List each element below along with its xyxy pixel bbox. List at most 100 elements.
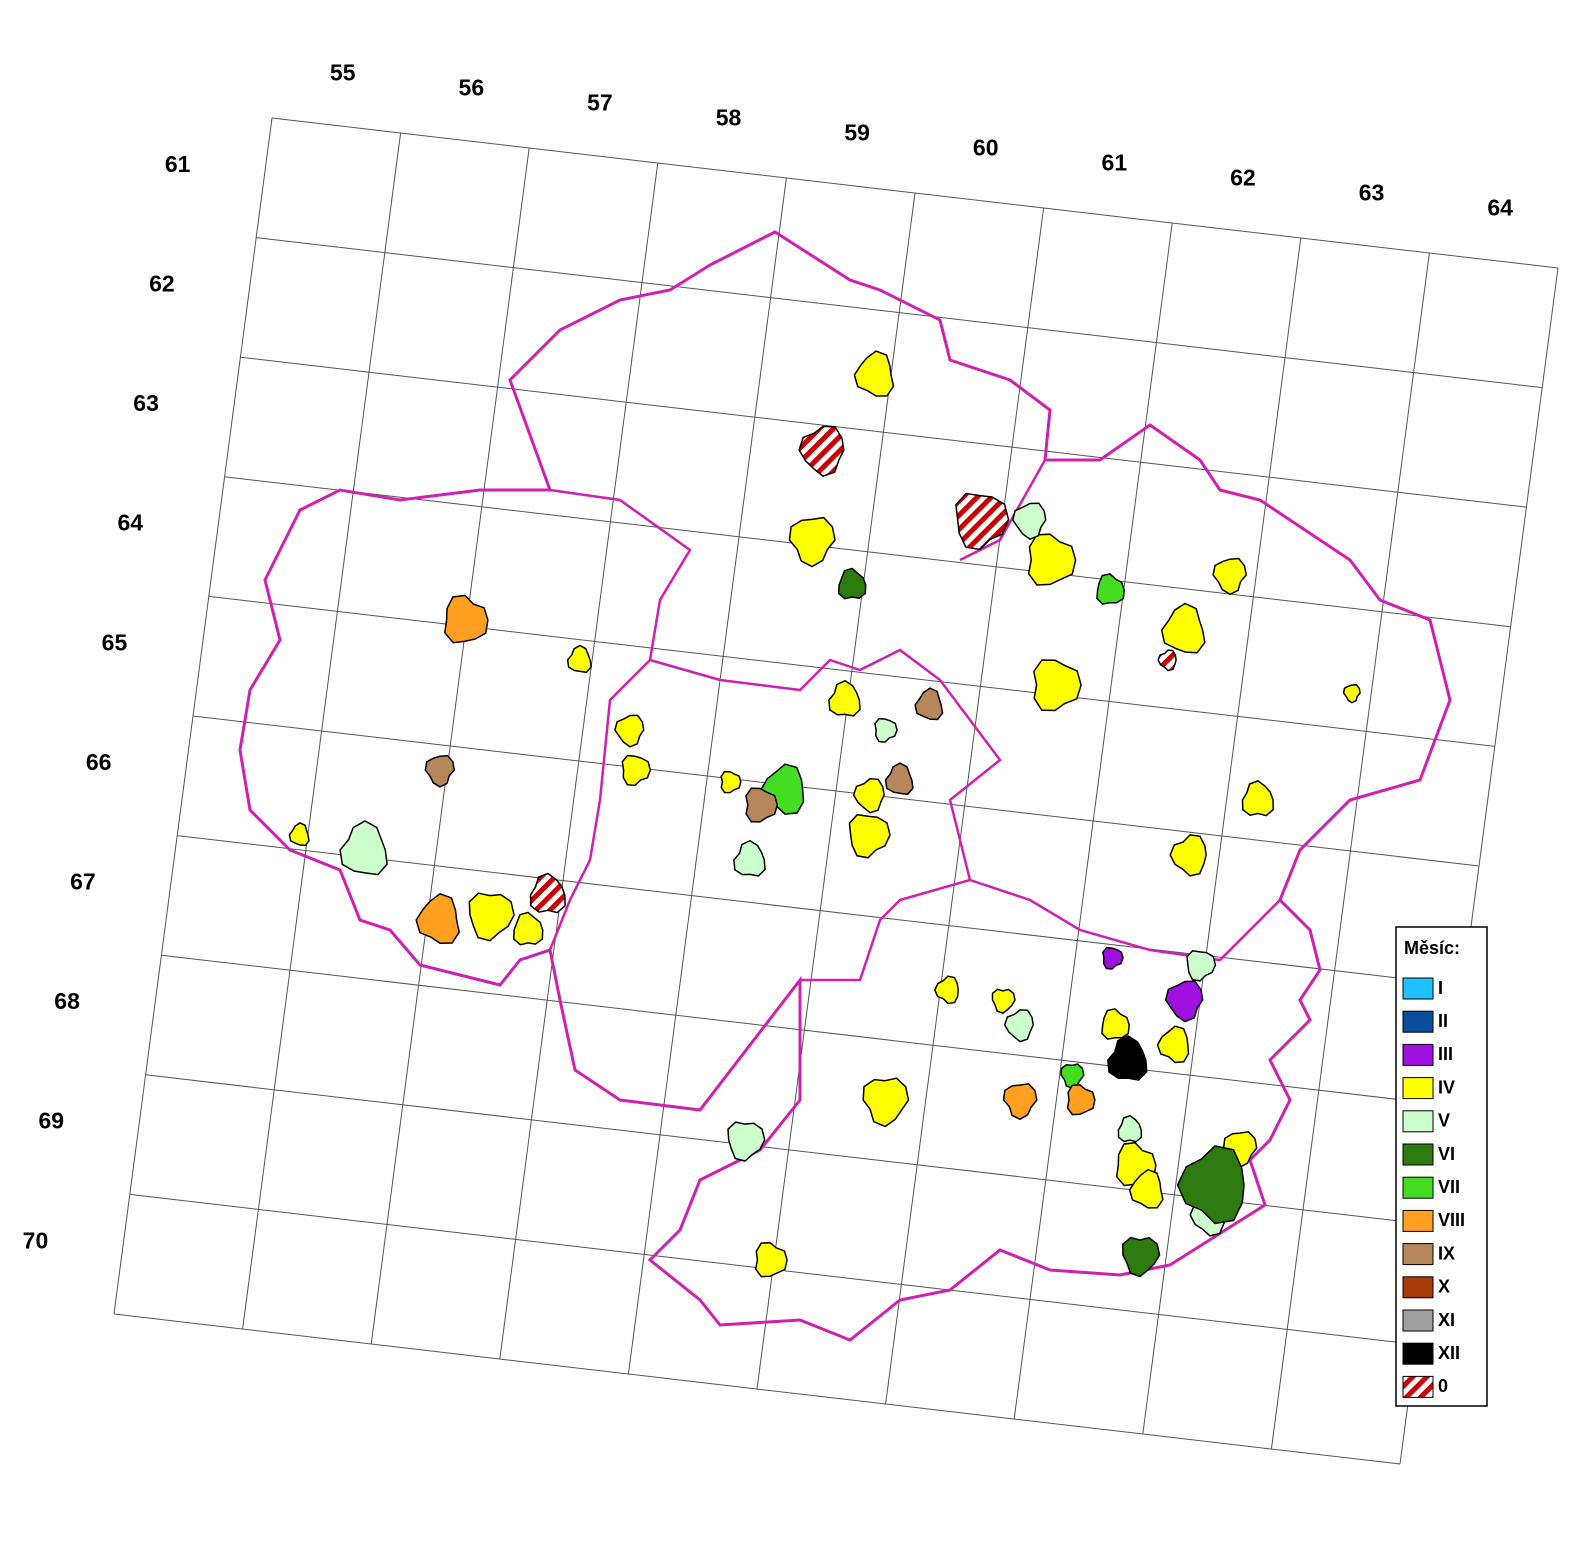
legend-swatch xyxy=(1402,1043,1434,1066)
legend-label: III xyxy=(1438,1044,1453,1064)
row-label: 64 xyxy=(117,510,143,536)
legend-swatch xyxy=(1402,1342,1434,1365)
region-patch xyxy=(720,770,742,794)
region-patch xyxy=(566,644,592,674)
region-patch xyxy=(837,567,867,600)
region-patch xyxy=(798,425,845,477)
legend-label: VI xyxy=(1438,1144,1455,1164)
region-patch xyxy=(828,679,861,717)
region-patch xyxy=(1342,683,1361,704)
row-label: 65 xyxy=(102,629,128,655)
region-patch xyxy=(529,872,566,914)
legend-label: VIII xyxy=(1438,1210,1465,1230)
legend-label: IV xyxy=(1438,1077,1455,1097)
grid-line xyxy=(271,117,1559,269)
region-patch xyxy=(1157,649,1177,672)
grid-line xyxy=(208,595,1495,747)
region-patch xyxy=(1027,533,1077,586)
region-patch xyxy=(1096,573,1125,605)
region-outline xyxy=(238,230,1452,1342)
region-patch xyxy=(1164,980,1204,1023)
district-border xyxy=(548,488,692,951)
column-label: 56 xyxy=(459,74,485,100)
region-patch xyxy=(1011,502,1047,541)
legend-swatch xyxy=(1402,1077,1434,1100)
legend-swatch xyxy=(1402,1309,1434,1332)
legend-label: II xyxy=(1438,1011,1448,1031)
legend-label: VII xyxy=(1438,1177,1460,1197)
column-label: 63 xyxy=(1359,179,1385,205)
legend-swatch xyxy=(1402,977,1434,1000)
grid-line xyxy=(161,954,1448,1106)
region-patch xyxy=(621,754,652,787)
region-patch xyxy=(1122,1236,1161,1278)
patches xyxy=(288,350,1361,1278)
region-patch xyxy=(1117,1114,1143,1143)
region-patch xyxy=(884,762,914,796)
region-patch xyxy=(1212,557,1248,596)
region-patch xyxy=(933,975,959,1005)
region-patch xyxy=(955,492,1010,551)
grid-line xyxy=(113,1313,1401,1465)
region-patch xyxy=(1160,602,1206,654)
district-border xyxy=(969,878,1281,962)
region-patch xyxy=(1002,1082,1038,1121)
legend-swatch xyxy=(1402,1276,1434,1299)
row-label: 63 xyxy=(133,390,159,416)
region-patch xyxy=(853,350,895,397)
row-label: 70 xyxy=(23,1227,49,1253)
region-patch xyxy=(1102,946,1124,970)
district-border xyxy=(959,459,1047,562)
column-label: 62 xyxy=(1230,164,1256,190)
row-label: 69 xyxy=(38,1108,64,1134)
legend-label: XI xyxy=(1438,1310,1455,1330)
grid-line xyxy=(240,356,1527,508)
legend-swatch xyxy=(1402,1176,1434,1199)
row-label: 61 xyxy=(165,151,191,177)
grid-line xyxy=(192,715,1480,867)
region-patch xyxy=(874,717,898,743)
region-patch xyxy=(339,820,388,876)
region-patch xyxy=(852,778,885,814)
region-patch xyxy=(614,714,645,748)
legend-label: X xyxy=(1438,1277,1450,1297)
region-patch xyxy=(754,1241,788,1278)
legend-swatch xyxy=(1402,1209,1434,1232)
region-patch xyxy=(914,687,944,721)
region-patch xyxy=(424,754,456,788)
region-patch xyxy=(444,594,489,644)
district-border xyxy=(649,648,1002,982)
region-patch xyxy=(1156,1025,1190,1064)
grid-line xyxy=(224,476,1511,628)
region-patch xyxy=(745,787,779,823)
region-patch xyxy=(1241,780,1274,817)
region-patch xyxy=(1101,1008,1130,1040)
region-patch xyxy=(1176,1145,1245,1225)
grid-line xyxy=(177,835,1464,987)
region-patch xyxy=(1186,950,1217,982)
legend-label: I xyxy=(1438,978,1443,998)
legend-label: XII xyxy=(1438,1343,1460,1363)
labels: 55 56 57 58 59 60 61 62 63 64 61 62 63 64 65 66 67 68 69 70 xyxy=(23,59,1513,1253)
legend-swatch xyxy=(1402,1143,1434,1166)
legend-label: V xyxy=(1438,1111,1450,1131)
row-label: 62 xyxy=(149,271,175,297)
legend-swatch xyxy=(1402,1375,1434,1398)
row-label: 67 xyxy=(70,869,96,895)
region-patch xyxy=(727,1121,766,1162)
region-patch xyxy=(991,988,1016,1014)
column-label: 61 xyxy=(1102,149,1128,175)
column-label: 55 xyxy=(330,59,356,85)
grid xyxy=(113,117,1559,1465)
region-patch xyxy=(513,911,544,946)
legend-label: 0 xyxy=(1438,1376,1448,1396)
legend-swatch xyxy=(1402,1010,1434,1033)
column-label: 59 xyxy=(844,119,870,145)
legend-title: Měsíc: xyxy=(1404,938,1460,958)
region-patch xyxy=(288,822,310,847)
region-patch xyxy=(1003,1009,1034,1043)
column-label: 57 xyxy=(587,89,613,115)
row-label: 66 xyxy=(86,749,112,775)
region-patch xyxy=(415,892,460,944)
